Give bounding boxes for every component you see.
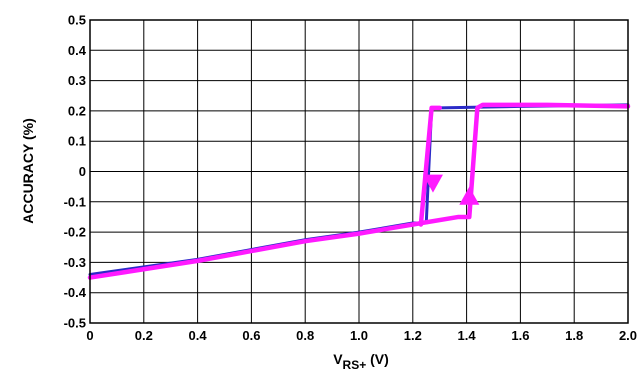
x-tick-label-10: 2.0 — [619, 328, 637, 343]
x-tick-label-6: 1.2 — [404, 328, 422, 343]
y-tick-label-9: 0.4 — [68, 43, 87, 58]
y-axis-title: ACCURACY (%) — [20, 118, 36, 224]
y-tick-label-5: 0 — [79, 164, 86, 179]
x-tick-label-4: 0.8 — [296, 328, 314, 343]
x-axis-title-unit: (V) — [366, 351, 389, 367]
y-tick-label-10: 0.5 — [68, 13, 86, 28]
x-tick-label-0: 0 — [86, 328, 93, 343]
series-line-2 — [418, 105, 442, 227]
x-axis-title: VRS+ (V) — [333, 351, 389, 370]
x-tick-label-1: 0.2 — [135, 328, 153, 343]
x-tick-label-3: 0.6 — [242, 328, 260, 343]
grid — [89, 19, 629, 324]
y-tick-label-7: 0.2 — [68, 103, 86, 118]
y-tick-label-1: -0.4 — [64, 285, 87, 300]
x-tick-label-5: 1.0 — [350, 328, 368, 343]
series-group — [87, 102, 631, 280]
y-tick-label-8: 0.3 — [68, 73, 86, 88]
y-tick-label-4: -0.1 — [64, 194, 86, 209]
arrow-down-0 — [422, 174, 443, 193]
x-tick-labels: 0 0.2 0.4 0.6 0.8 1.0 1.2 1.4 1.6 1.8 2.0 — [86, 328, 637, 343]
x-tick-label-9: 1.8 — [565, 328, 583, 343]
x-axis-title-main: V — [333, 351, 343, 367]
series-line-1 — [87, 102, 631, 280]
x-tick-label-2: 0.4 — [189, 328, 208, 343]
x-tick-label-7: 1.4 — [458, 328, 477, 343]
y-tick-labels: -0.5 -0.4 -0.3 -0.2 -0.1 0 0.1 0.2 0.3 0.4 0.5 — [64, 13, 87, 331]
arrow-up-1 — [459, 186, 480, 205]
y-tick-label-2: -0.3 — [64, 255, 86, 270]
plot-frame — [89, 19, 629, 324]
x-tick-label-8: 1.6 — [511, 328, 529, 343]
y-tick-label-6: 0.1 — [68, 134, 86, 149]
y-tick-label-3: -0.2 — [64, 225, 86, 240]
y-tick-label-0: -0.5 — [64, 316, 86, 331]
arrow-group — [422, 174, 480, 205]
x-axis-title-subscript: RS+ — [343, 358, 367, 370]
